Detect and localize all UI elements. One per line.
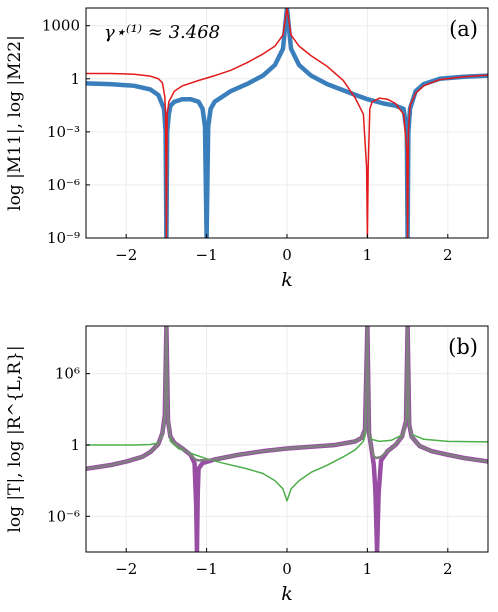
x-tick-label: −1 [196,560,218,578]
y-tick-label: 1000 [42,17,80,35]
panel-b: −2 −1 0 1 2 10⁻⁶ 1 10⁶ (b) k log |T|, log |R^{L… [5,325,489,605]
panel-b-series [86,326,488,552]
y-tick-label: 10⁶ [55,365,80,383]
panel-a-series [86,8,488,238]
x-tick-label: 2 [443,246,453,264]
x-tick-label: 2 [443,560,453,578]
y-tick-label: 10⁻⁹ [47,229,80,247]
x-tick-label: 1 [363,560,373,578]
x-tick-label: −1 [196,246,218,264]
panel-a: −2 −1 0 1 2 10⁻⁹ 10⁻⁶ 10⁻³ 1 1000 (a) γ⋆⁽¹⁾ ≈ 3.4… [5,7,489,291]
x-tick-label: 1 [363,246,373,264]
panel-b-y-axis-label: log |T|, log |R^{L,R}| [5,345,25,532]
x-tick-label: −2 [115,560,137,578]
panel-a-x-axis-label: k [281,269,293,291]
panel-a-annotation: γ⋆⁽¹⁾ ≈ 3.468 [104,22,220,43]
x-tick-label: 0 [282,560,292,578]
x-tick-label: −2 [115,246,137,264]
panel-a-y-axis-label: log |M11|, log |M22| [5,35,25,211]
series-line-2 [86,8,488,238]
y-tick-label: 10⁻⁶ [47,507,80,525]
panel-a-ticks: −2 −1 0 1 2 10⁻⁹ 10⁻⁶ 10⁻³ 1 1000 [42,17,453,264]
y-tick-label: 10⁻³ [47,123,80,141]
panel-b-x-axis-label: k [281,583,293,605]
panel-b-ticks: −2 −1 0 1 2 10⁻⁶ 1 10⁶ [47,365,453,578]
y-tick-label: 10⁻⁶ [47,176,80,194]
y-tick-label: 1 [70,70,80,88]
x-tick-label: 0 [282,246,292,264]
series-line-3 [86,326,488,470]
panel-a-label: (a) [449,17,478,41]
panel-b-label: (b) [448,335,478,359]
y-tick-label: 1 [70,436,80,454]
